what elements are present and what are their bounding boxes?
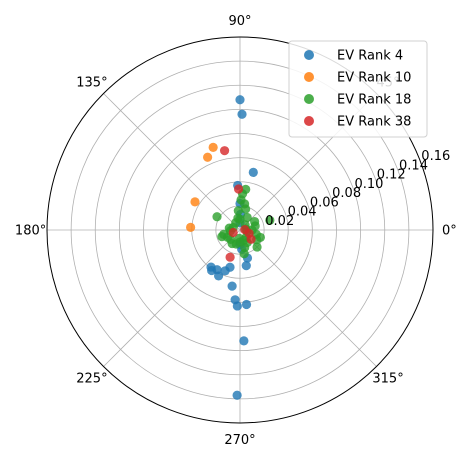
point-series2-35 (240, 199, 250, 209)
tick-labels: 0°45°90°135°180°225°270°315°0.020.040.06… (15, 14, 457, 448)
legend-label-1: EV Rank 10 (337, 71, 411, 86)
legend-label-3: EV Rank 38 (337, 115, 411, 130)
r-tick-label-0: 0.02 (265, 214, 294, 229)
point-series2-12 (250, 221, 260, 231)
point-series2-8 (233, 206, 243, 216)
point-series0-18 (232, 390, 242, 400)
point-series0-1 (237, 109, 247, 119)
point-series1-1 (203, 152, 213, 162)
theta-tick-label-0: 0° (442, 224, 457, 239)
point-series2-4 (265, 215, 275, 225)
theta-tick-label-6: 270° (224, 433, 255, 448)
legend-label-0: EV Rank 4 (337, 49, 403, 64)
point-series2-36 (234, 233, 244, 244)
r-tick-label-4: 0.10 (354, 177, 383, 192)
data-points (186, 95, 275, 400)
legend-label-2: EV Rank 18 (337, 93, 411, 108)
point-series1-3 (186, 222, 196, 233)
theta-gridline-3 (103, 93, 241, 231)
theta-tick-label-5: 225° (76, 372, 107, 387)
theta-gridline-5 (103, 229, 241, 367)
point-series0-12 (213, 271, 224, 281)
legend-marker-2 (304, 94, 314, 104)
theta-tick-label-4: 180° (15, 224, 46, 239)
legend-marker-3 (304, 116, 314, 126)
point-series0-14 (227, 281, 237, 291)
theta-tick-label-3: 135° (76, 75, 107, 90)
point-series0-0 (235, 95, 245, 105)
point-series1-2 (190, 197, 200, 207)
point-series2-6 (242, 212, 252, 223)
point-series3-0 (219, 146, 230, 156)
legend-marker-0 (304, 50, 314, 60)
r-tick-label-2: 0.06 (310, 195, 339, 210)
point-series3-5 (228, 227, 238, 238)
legend-marker-1 (304, 72, 314, 82)
legend: EV Rank 4 EV Rank 10 EV Rank 18 EV Rank 38 (288, 40, 428, 138)
point-series2-29 (239, 249, 249, 259)
point-series2-16 (252, 242, 262, 252)
point-series0-19 (241, 299, 252, 310)
polar-spine (46, 36, 434, 424)
r-tick-label-1: 0.04 (288, 205, 317, 220)
point-series3-1 (233, 184, 244, 194)
point-series0-2 (248, 167, 258, 178)
point-series2-3 (212, 212, 222, 222)
legend-frame (288, 40, 428, 138)
r-tick-label-6: 0.14 (399, 158, 428, 173)
point-series1-0 (208, 142, 218, 152)
point-series3-2 (225, 252, 235, 262)
r-tick-label-5: 0.12 (377, 168, 406, 183)
point-series0-17 (239, 336, 249, 346)
theta-gridline-7 (239, 229, 377, 367)
point-series0-11 (206, 262, 216, 272)
point-series2-34 (235, 214, 245, 224)
theta-tick-label-2: 90° (228, 14, 251, 29)
theta-tick-label-7: 315° (372, 372, 403, 387)
point-series0-13 (220, 266, 230, 276)
point-series0-16 (232, 301, 242, 311)
r-tick-label-3: 0.08 (332, 186, 361, 201)
point-series0-20 (241, 261, 251, 271)
point-series3-6 (244, 228, 254, 238)
r-tick-label-7: 0.16 (421, 149, 450, 164)
